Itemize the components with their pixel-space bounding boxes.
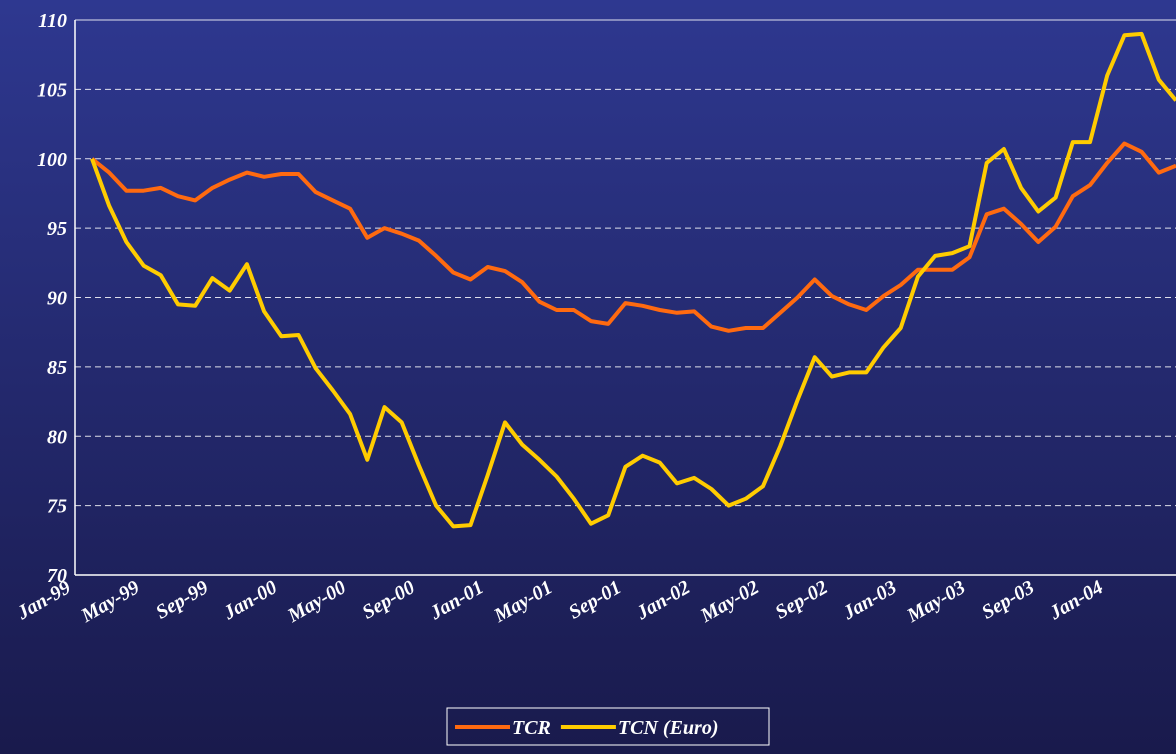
y-tick-label: 70 <box>47 565 67 587</box>
legend-label: TCR <box>512 717 551 739</box>
y-tick-label: 85 <box>47 357 67 379</box>
y-tick-label: 95 <box>47 218 67 240</box>
line-series <box>90 31 1176 529</box>
legend-box <box>446 707 770 746</box>
y-tick-label: 110 <box>38 10 67 32</box>
legend-label: TCN (Euro) <box>618 717 719 739</box>
y-tick-label: 90 <box>47 288 67 310</box>
line-series <box>90 141 1176 333</box>
y-tick-label: 105 <box>37 79 67 101</box>
y-tick-label: 100 <box>37 149 67 171</box>
legend: TCR TCN (Euro) <box>446 707 770 746</box>
y-tick-label: 75 <box>47 496 67 518</box>
y-tick-label: 80 <box>47 426 67 448</box>
